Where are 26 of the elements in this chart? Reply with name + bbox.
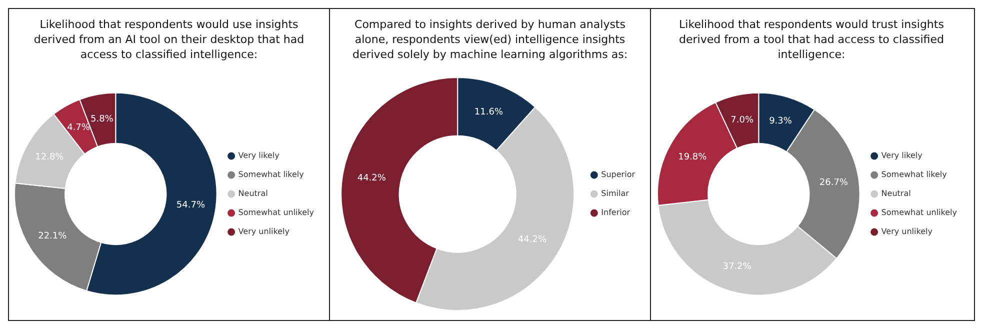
legend-label: Very unlikely <box>880 227 932 236</box>
legend-label: Similar <box>601 189 630 198</box>
data-label: 44.2% <box>357 174 386 184</box>
legend-label: Very likely <box>238 151 280 160</box>
chart-title: Likelihood that respondents would trust insights derived from a tool that had access to classified intelligence: <box>678 17 945 63</box>
data-label: 5.8% <box>90 114 114 125</box>
legend-label: Neutral <box>238 189 268 198</box>
data-label: 9.3% <box>768 116 792 127</box>
data-label: 4.7% <box>67 123 90 134</box>
data-label: 19.8% <box>678 152 707 162</box>
legend-label: Very likely <box>880 151 922 160</box>
legend-label: Superior <box>601 170 636 180</box>
legend-label: Very unlikely <box>238 227 290 236</box>
legend-label: Somewhat unlikely <box>880 208 957 218</box>
data-label: 26.7% <box>818 178 848 188</box>
legend-label: Neutral <box>880 189 910 198</box>
chart-title: Compared to insights derived by human analysts alone, respondents view(ed) intelligence insights derived solely by machine learning algorithms as: <box>351 17 629 63</box>
chart-title: Likelihood that respondents would use insights derived from an AI tool on their desktop that had access to classified intelligence: <box>32 17 306 63</box>
legend-label: Somewhat unlikely <box>238 208 314 218</box>
legend-label: Somewhat likely <box>880 170 947 180</box>
data-label: 54.7% <box>176 200 206 210</box>
legend-label: Inferior <box>601 208 631 218</box>
data-label: 22.1% <box>38 231 68 242</box>
legend-label: Somewhat likely <box>238 170 304 180</box>
data-label: 7.0% <box>730 115 754 126</box>
data-label: 11.6% <box>474 108 504 118</box>
